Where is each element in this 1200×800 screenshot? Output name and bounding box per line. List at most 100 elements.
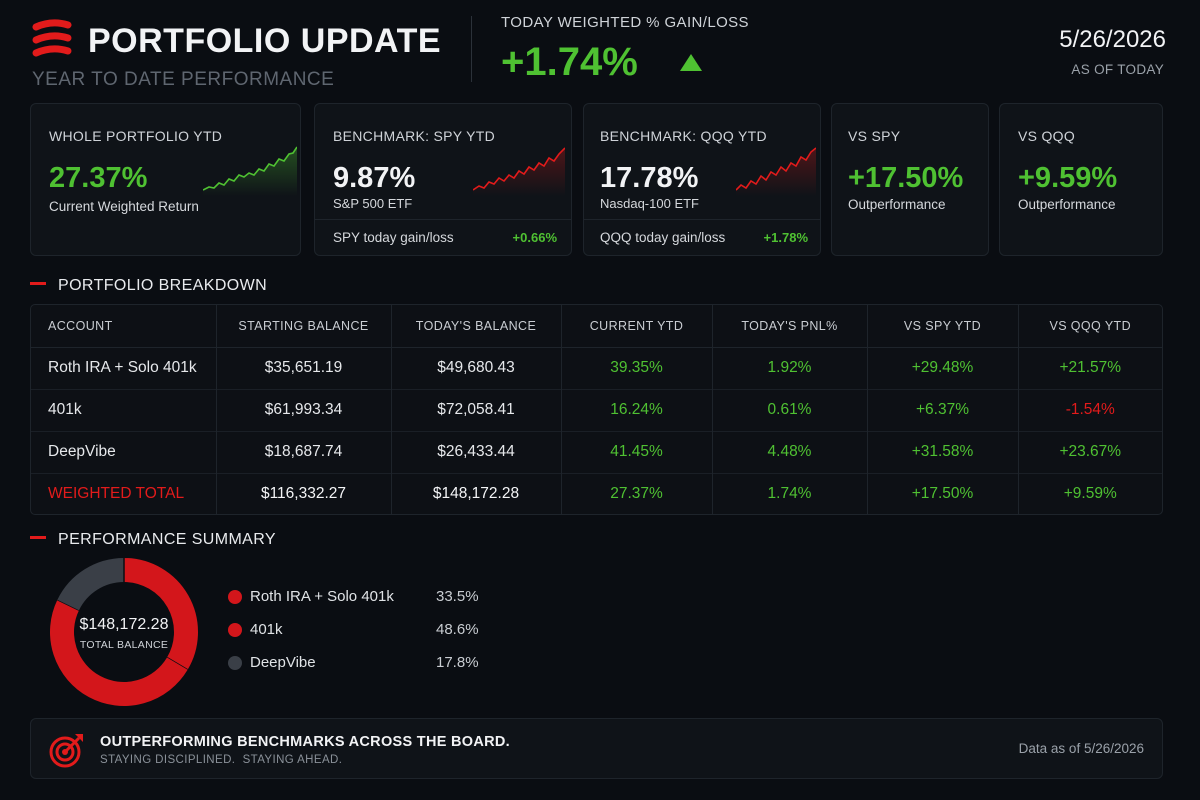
card-value: 17.78% <box>600 162 699 194</box>
triangle-up-icon <box>680 54 702 71</box>
card-label: BENCHMARK: SPY YTD <box>333 128 496 144</box>
qqq-benchmark-card: BENCHMARK: QQQ YTD 17.78% Nasdaq-100 ETF… <box>583 103 821 256</box>
whole-portfolio-card: WHOLE PORTFOLIO YTD 27.37% Current Weigh… <box>30 103 301 256</box>
todays-balance-cell: $26,433.44 <box>391 430 562 473</box>
card-footer: QQQ today gain/loss +1.78% <box>584 219 820 255</box>
total-starting-cell: $116,332.27 <box>216 472 392 514</box>
legend-pct: 33.5% <box>436 588 479 605</box>
header-divider <box>471 16 472 82</box>
section-title-text: PORTFOLIO BREAKDOWN <box>58 277 268 294</box>
todays-pnl-cell: 1.92% <box>712 346 868 389</box>
status-banner: OUTPERFORMING BENCHMARKS ACROSS THE BOAR… <box>30 718 1163 779</box>
vs-qqq-card: VS QQQ +9.59% Outperformance <box>999 103 1163 256</box>
table-row: 401k $61,993.34 $72,058.41 16.24% 0.61% … <box>31 388 1162 431</box>
card-sub: Nasdaq-100 ETF <box>600 196 699 211</box>
target-arrow-icon <box>49 734 83 768</box>
starting-balance-cell: $61,993.34 <box>216 388 392 431</box>
today-gain-value: +1.74% <box>501 40 638 84</box>
card-footer: SPY today gain/loss +0.66% <box>315 219 571 255</box>
today-gain-label: TODAY WEIGHTED % GAIN/LOSS <box>501 14 749 31</box>
card-label: WHOLE PORTFOLIO YTD <box>49 128 223 144</box>
section-title-text: PERFORMANCE SUMMARY <box>58 531 276 548</box>
donut-slice-1 <box>50 599 188 706</box>
qqq-sparkline <box>736 147 816 196</box>
spy-today-value: +0.66% <box>512 230 557 245</box>
balance-donut: $148,172.28 TOTAL BALANCE <box>48 556 200 708</box>
total-vs-spy-cell: +17.50% <box>867 472 1019 514</box>
spy-today-label: SPY today gain/loss <box>333 230 454 245</box>
todays-pnl-cell: 4.48% <box>712 430 868 473</box>
total-ytd-cell: 27.37% <box>561 472 713 514</box>
card-sub: S&P 500 ETF <box>333 196 413 211</box>
table-header-row: ACCOUNT STARTING BALANCE TODAY'S BALANCE… <box>31 305 1162 348</box>
page-title: PORTFOLIO UPDATE <box>88 22 442 60</box>
legend-label: Roth IRA + Solo 401k <box>250 588 394 605</box>
card-sub: Outperformance <box>848 197 946 212</box>
card-label: BENCHMARK: QQQ YTD <box>600 128 767 144</box>
table-row: Roth IRA + Solo 401k $35,651.19 $49,680.… <box>31 346 1162 389</box>
section-accent-bar <box>30 282 46 286</box>
todays-pnl-cell: 0.61% <box>712 388 868 431</box>
column-header: VS SPY YTD <box>867 305 1019 348</box>
legend-dot <box>228 590 242 604</box>
section-accent-bar <box>30 536 46 540</box>
card-label: VS SPY <box>848 128 901 144</box>
legend-dot <box>228 656 242 670</box>
starting-balance-cell: $35,651.19 <box>216 346 392 389</box>
card-value: 27.37% <box>49 162 148 194</box>
current-ytd-cell: 41.45% <box>561 430 713 473</box>
banner-headline: OUTPERFORMING BENCHMARKS ACROSS THE BOAR… <box>100 734 511 750</box>
spy-benchmark-card: BENCHMARK: SPY YTD 9.87% S&P 500 ETF SPY… <box>314 103 572 256</box>
stacked-lines-logo-icon <box>32 19 72 57</box>
donut-slice-2 <box>57 558 125 611</box>
table-row: DeepVibe $18,687.74 $26,433.44 41.45% 4.… <box>31 430 1162 473</box>
vs-qqq-cell: -1.54% <box>1018 388 1162 431</box>
breakdown-table: ACCOUNT STARTING BALANCE TODAY'S BALANCE… <box>31 305 1162 514</box>
legend-pct: 17.8% <box>436 654 479 671</box>
card-sub: Outperformance <box>1018 197 1116 212</box>
account-cell: Roth IRA + Solo 401k <box>31 346 217 389</box>
current-ytd-cell: 39.35% <box>561 346 713 389</box>
vs-qqq-cell: +21.57% <box>1018 346 1162 389</box>
as-of-label: AS OF TODAY <box>1071 62 1164 77</box>
portfolio-sparkline <box>203 146 297 196</box>
column-header: STARTING BALANCE <box>216 305 392 348</box>
data-as-of: Data as of 5/26/2026 <box>1018 741 1144 756</box>
total-todays-cell: $148,172.28 <box>391 472 562 514</box>
card-label: VS QQQ <box>1018 128 1076 144</box>
qqq-today-value: +1.78% <box>763 230 808 245</box>
donut-chart <box>50 558 198 706</box>
todays-balance-cell: $72,058.41 <box>391 388 562 431</box>
page-subtitle: YEAR TO DATE PERFORMANCE <box>32 69 335 90</box>
starting-balance-cell: $18,687.74 <box>216 430 392 473</box>
legend-dot <box>228 623 242 637</box>
donut-slice-0 <box>123 558 198 670</box>
column-header: VS QQQ YTD <box>1018 305 1162 348</box>
legend-label: 401k <box>250 621 283 638</box>
spy-sparkline <box>473 147 565 196</box>
todays-balance-cell: $49,680.43 <box>391 346 562 389</box>
donut-separator <box>57 599 80 611</box>
qqq-today-label: QQQ today gain/loss <box>600 230 726 245</box>
column-header: TODAY'S PNL% <box>712 305 868 348</box>
account-cell: DeepVibe <box>31 430 217 473</box>
donut-total-value: $148,172.28 <box>79 616 169 633</box>
column-header: CURRENT YTD <box>561 305 713 348</box>
card-value: 9.87% <box>333 162 416 194</box>
account-cell: 401k <box>31 388 217 431</box>
donut-total-label: TOTAL BALANCE <box>79 639 169 651</box>
vs-spy-cell: +29.48% <box>867 346 1019 389</box>
breakdown-section-title: PORTFOLIO BREAKDOWN <box>30 277 267 295</box>
summary-section-title: PERFORMANCE SUMMARY <box>30 531 276 549</box>
column-header: ACCOUNT <box>31 305 217 348</box>
legend-pct: 48.6% <box>436 621 479 638</box>
card-value: +9.59% <box>1018 162 1118 194</box>
vs-spy-cell: +6.37% <box>867 388 1019 431</box>
total-vs-qqq-cell: +9.59% <box>1018 472 1162 514</box>
vs-spy-cell: +31.58% <box>867 430 1019 473</box>
card-sub: Current Weighted Return <box>49 199 199 214</box>
card-value: +17.50% <box>848 162 964 194</box>
table-total-row: WEIGHTED TOTAL $116,332.27 $148,172.28 2… <box>31 472 1162 514</box>
banner-tagline: STAYING DISCIPLINED. STAYING AHEAD. <box>100 754 343 766</box>
vs-spy-card: VS SPY +17.50% Outperformance <box>831 103 989 256</box>
